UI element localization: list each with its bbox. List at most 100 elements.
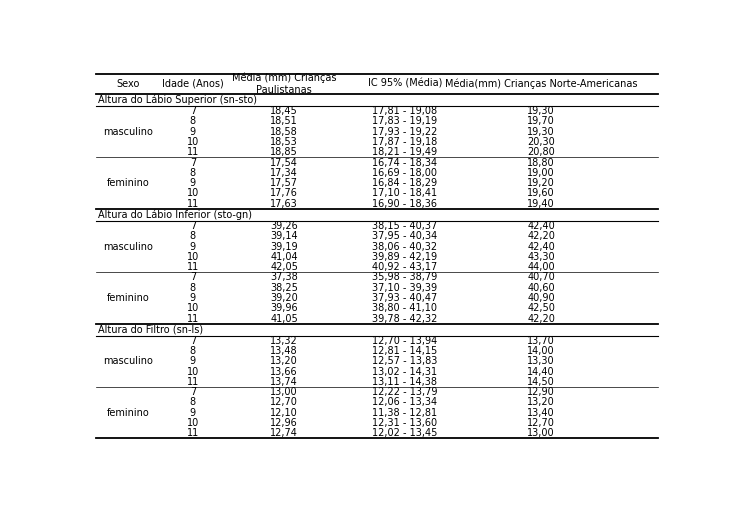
Text: Média(mm) Crianças Norte-Americanas: Média(mm) Crianças Norte-Americanas — [445, 79, 638, 89]
Text: 11: 11 — [187, 314, 199, 323]
Text: 12,70 - 13,94: 12,70 - 13,94 — [373, 336, 438, 346]
Text: Idade (Anos): Idade (Anos) — [162, 79, 224, 89]
Text: 13,02 - 14,31: 13,02 - 14,31 — [373, 366, 438, 377]
Text: 37,93 - 40,47: 37,93 - 40,47 — [373, 293, 438, 303]
Text: 13,00: 13,00 — [270, 387, 298, 397]
Text: 18,45: 18,45 — [270, 106, 298, 116]
Text: 12,70: 12,70 — [527, 418, 555, 428]
Text: 40,70: 40,70 — [527, 272, 555, 282]
Text: 13,66: 13,66 — [270, 366, 298, 377]
Text: 11: 11 — [187, 428, 199, 438]
Text: 9: 9 — [190, 356, 196, 366]
Text: 13,74: 13,74 — [270, 377, 298, 387]
Text: 10: 10 — [187, 418, 199, 428]
Text: 43,30: 43,30 — [527, 252, 555, 262]
Text: 19,20: 19,20 — [527, 178, 555, 188]
Text: 37,95 - 40,34: 37,95 - 40,34 — [373, 231, 438, 241]
Text: masculino: masculino — [103, 356, 153, 366]
Text: masculino: masculino — [103, 242, 153, 251]
Text: 19,40: 19,40 — [527, 199, 555, 209]
Text: 12,74: 12,74 — [270, 428, 298, 438]
Text: 10: 10 — [187, 366, 199, 377]
Text: 18,85: 18,85 — [270, 148, 298, 157]
Text: 17,10 - 18,41: 17,10 - 18,41 — [373, 189, 438, 198]
Text: 14,00: 14,00 — [527, 346, 555, 356]
Text: 39,19: 39,19 — [270, 242, 298, 251]
Text: 7: 7 — [190, 158, 196, 168]
Text: 18,80: 18,80 — [527, 158, 555, 168]
Text: 42,05: 42,05 — [270, 262, 298, 272]
Text: 11: 11 — [187, 262, 199, 272]
Text: 12,02 - 13,45: 12,02 - 13,45 — [373, 428, 438, 438]
Text: 7: 7 — [190, 221, 196, 231]
Text: 17,87 - 19,18: 17,87 - 19,18 — [373, 137, 438, 147]
Text: 42,50: 42,50 — [527, 303, 555, 313]
Text: 13,00: 13,00 — [527, 428, 555, 438]
Text: 12,81 - 14,15: 12,81 - 14,15 — [373, 346, 438, 356]
Text: 7: 7 — [190, 272, 196, 282]
Text: 39,78 - 42,32: 39,78 - 42,32 — [373, 314, 438, 323]
Text: feminino: feminino — [107, 408, 150, 418]
Text: 9: 9 — [190, 408, 196, 418]
Text: 40,90: 40,90 — [527, 293, 555, 303]
Text: 19,70: 19,70 — [527, 117, 555, 126]
Text: 35,98 - 38,79: 35,98 - 38,79 — [373, 272, 438, 282]
Text: 17,93 - 19,22: 17,93 - 19,22 — [373, 127, 438, 137]
Text: 42,20: 42,20 — [527, 231, 555, 241]
Text: Altura do Lábio Inferior (sto-gn): Altura do Lábio Inferior (sto-gn) — [98, 210, 252, 220]
Text: 14,50: 14,50 — [527, 377, 555, 387]
Text: 41,05: 41,05 — [270, 314, 298, 323]
Text: 9: 9 — [190, 293, 196, 303]
Text: Altura do Filtro (sn-ls): Altura do Filtro (sn-ls) — [98, 325, 203, 335]
Text: 12,06 - 13,34: 12,06 - 13,34 — [373, 397, 438, 408]
Text: 12,90: 12,90 — [527, 387, 555, 397]
Text: 39,14: 39,14 — [270, 231, 298, 241]
Text: feminino: feminino — [107, 178, 150, 188]
Text: 16,90 - 18,36: 16,90 - 18,36 — [373, 199, 438, 209]
Text: 18,51: 18,51 — [270, 117, 298, 126]
Text: 9: 9 — [190, 242, 196, 251]
Text: 7: 7 — [190, 336, 196, 346]
Text: feminino: feminino — [107, 293, 150, 303]
Text: 13,20: 13,20 — [527, 397, 555, 408]
Text: 39,96: 39,96 — [270, 303, 298, 313]
Text: 19,30: 19,30 — [527, 127, 555, 137]
Text: 13,11 - 14,38: 13,11 - 14,38 — [373, 377, 438, 387]
Text: 12,31 - 13,60: 12,31 - 13,60 — [373, 418, 438, 428]
Text: 17,81 - 19,08: 17,81 - 19,08 — [373, 106, 438, 116]
Text: 44,00: 44,00 — [527, 262, 555, 272]
Text: 11,38 - 12,81: 11,38 - 12,81 — [373, 408, 438, 418]
Text: 38,06 - 40,32: 38,06 - 40,32 — [373, 242, 438, 251]
Text: Altura do Lábio Superior (sn-sto): Altura do Lábio Superior (sn-sto) — [98, 95, 257, 105]
Text: 17,57: 17,57 — [270, 178, 298, 188]
Text: 19,30: 19,30 — [527, 106, 555, 116]
Text: 13,32: 13,32 — [270, 336, 298, 346]
Text: 13,48: 13,48 — [270, 346, 298, 356]
Text: 13,20: 13,20 — [270, 356, 298, 366]
Text: 12,57 - 13,83: 12,57 - 13,83 — [373, 356, 438, 366]
Text: 12,96: 12,96 — [270, 418, 298, 428]
Text: 37,10 - 39,39: 37,10 - 39,39 — [373, 283, 438, 292]
Text: 9: 9 — [190, 127, 196, 137]
Text: 10: 10 — [187, 303, 199, 313]
Text: 42,20: 42,20 — [527, 314, 555, 323]
Text: 40,60: 40,60 — [527, 283, 555, 292]
Text: 20,80: 20,80 — [527, 148, 555, 157]
Text: 17,76: 17,76 — [270, 189, 298, 198]
Text: Sexo: Sexo — [116, 79, 140, 89]
Text: 11: 11 — [187, 377, 199, 387]
Text: 10: 10 — [187, 137, 199, 147]
Text: 41,04: 41,04 — [270, 252, 298, 262]
Text: 40,92 - 43,17: 40,92 - 43,17 — [373, 262, 438, 272]
Text: 38,15 - 40,37: 38,15 - 40,37 — [373, 221, 438, 231]
Text: 8: 8 — [190, 346, 196, 356]
Text: 12,10: 12,10 — [270, 408, 298, 418]
Text: 16,69 - 18,00: 16,69 - 18,00 — [373, 168, 438, 178]
Text: 19,60: 19,60 — [527, 189, 555, 198]
Text: 14,40: 14,40 — [527, 366, 555, 377]
Text: 9: 9 — [190, 178, 196, 188]
Text: 7: 7 — [190, 387, 196, 397]
Text: masculino: masculino — [103, 127, 153, 137]
Text: 42,40: 42,40 — [527, 221, 555, 231]
Text: 39,89 - 42,19: 39,89 - 42,19 — [373, 252, 438, 262]
